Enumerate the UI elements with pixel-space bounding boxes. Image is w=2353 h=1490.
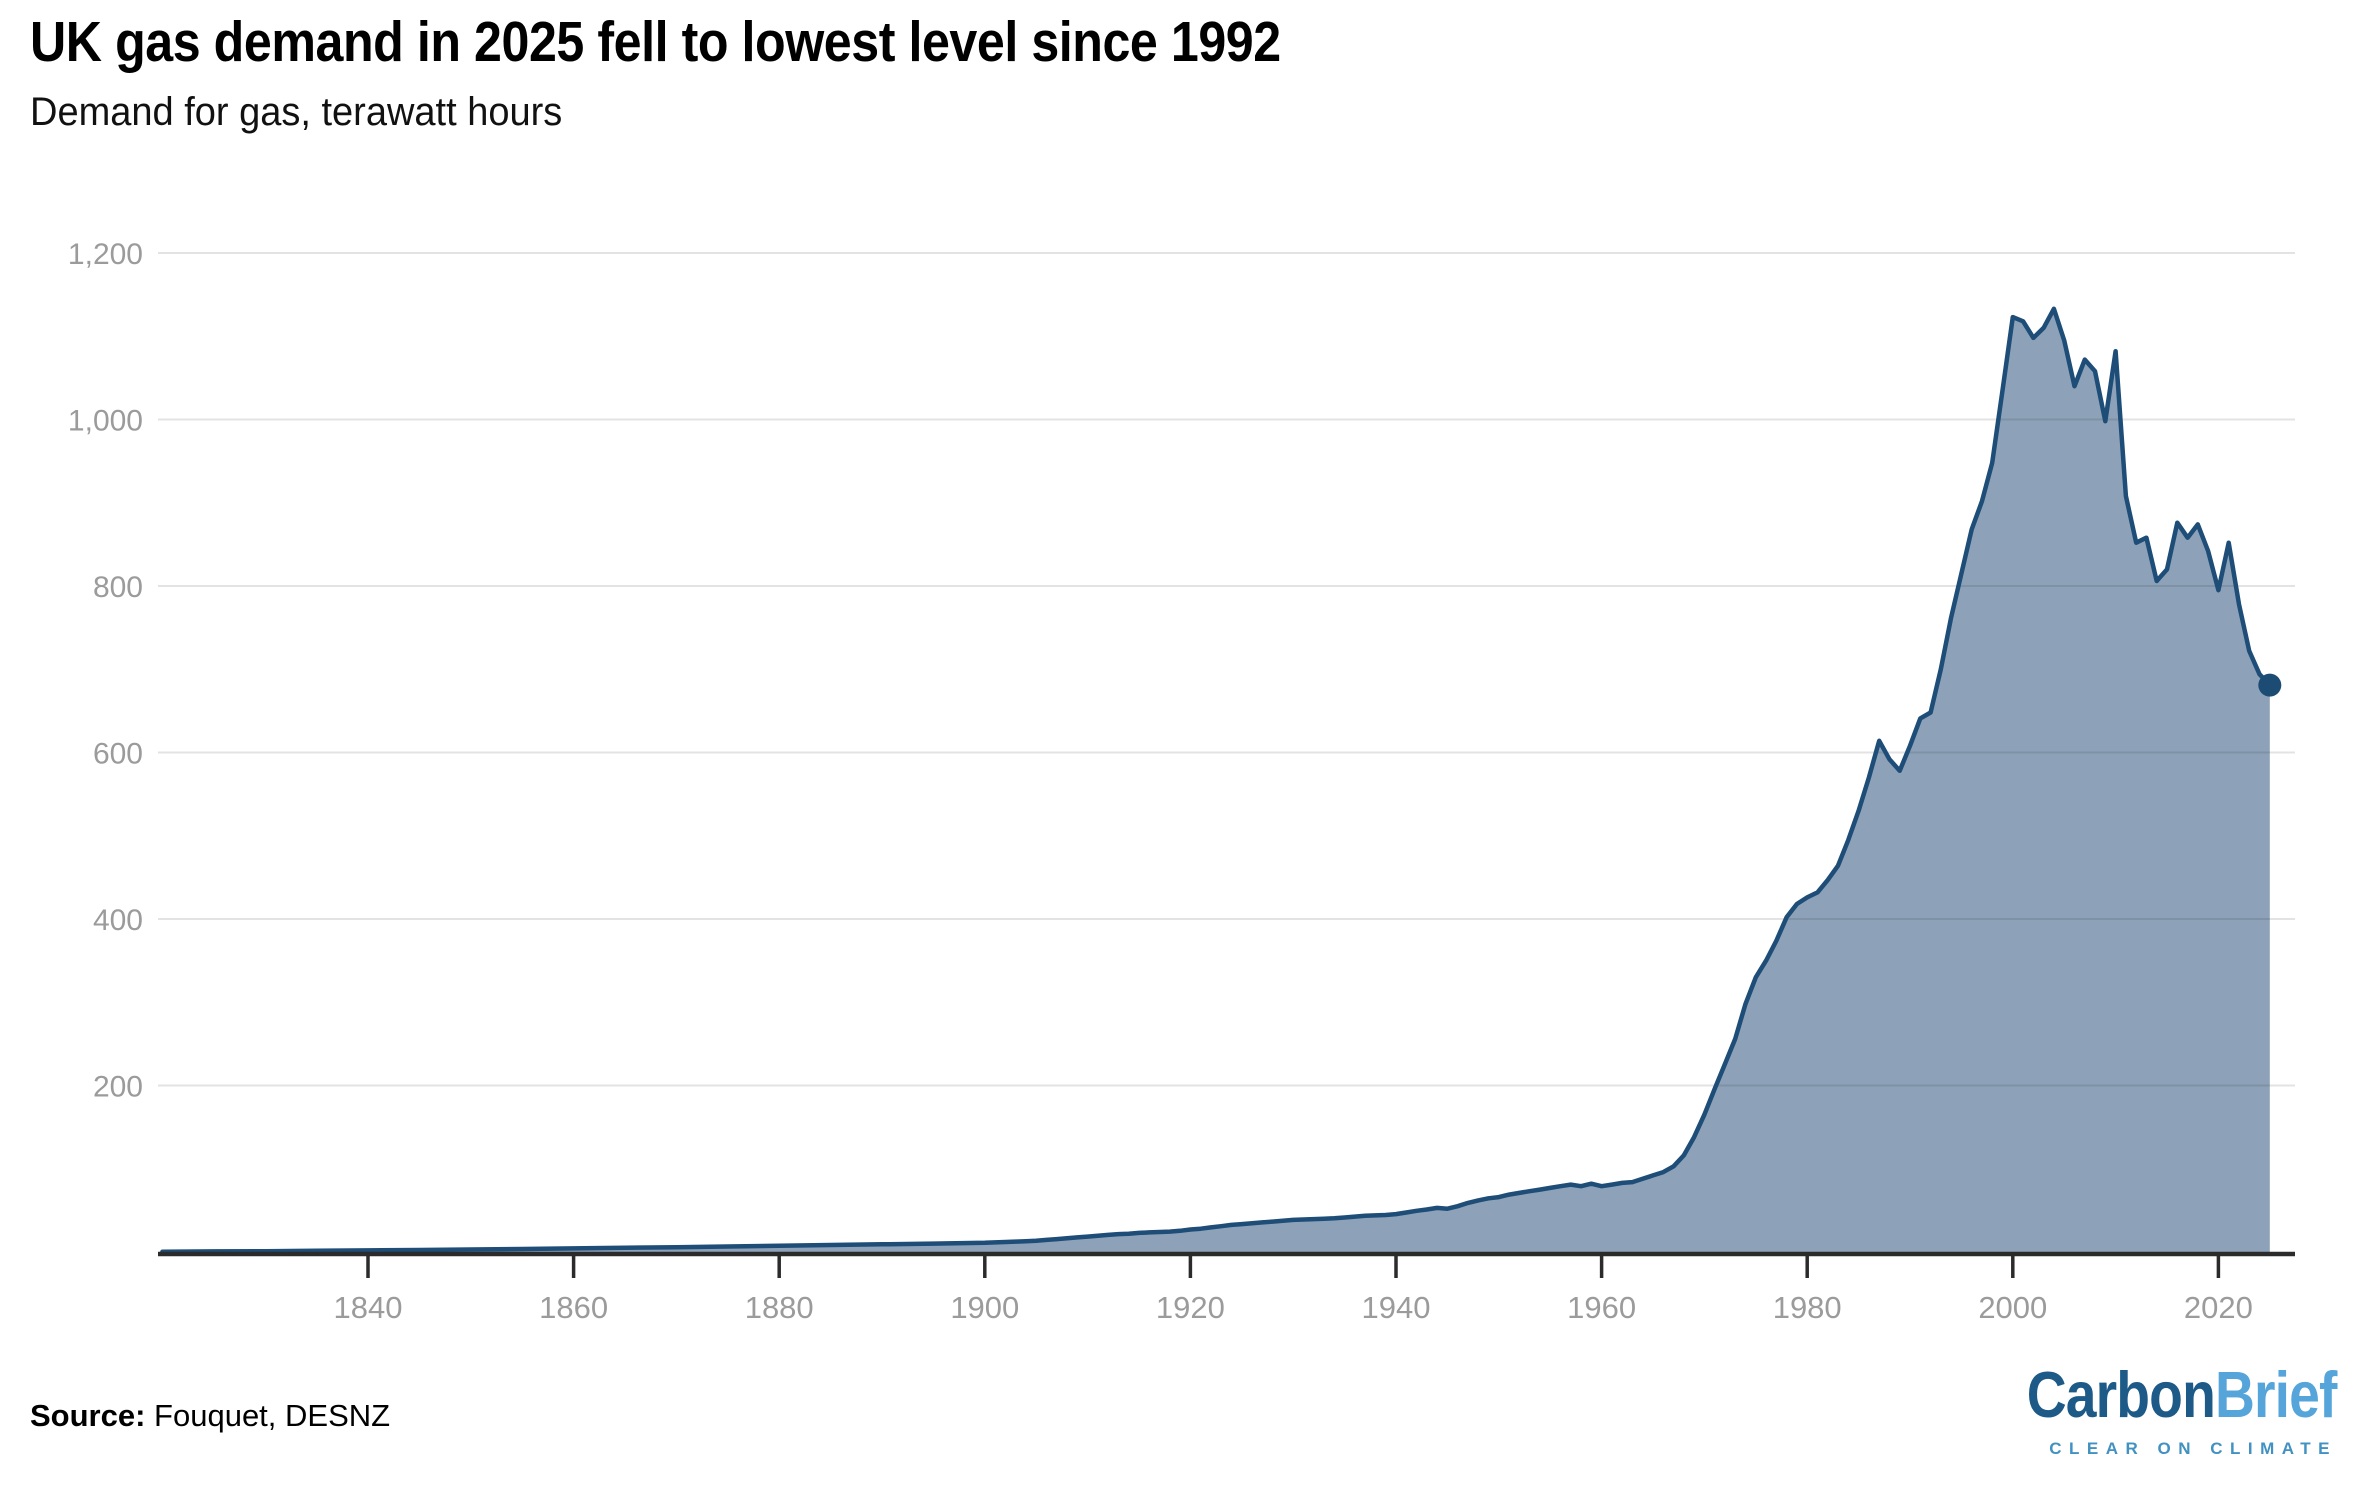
source-text: Fouquet, DESNZ <box>154 1398 391 1433</box>
x-tick-label-2020: 2020 <box>2184 1290 2253 1325</box>
y-tick-label-200: 200 <box>93 1071 143 1104</box>
wordmark-brief: Brief <box>2215 1358 2337 1431</box>
x-tick-label-1940: 1940 <box>1362 1290 1431 1325</box>
x-tick-label-1900: 1900 <box>950 1290 1019 1325</box>
logo-tagline: CLEAR ON CLIMATE <box>2049 1439 2337 1458</box>
carbonbrief-wordmark: CarbonBrief <box>2027 1362 2338 1427</box>
x-tick-label-1840: 1840 <box>334 1290 403 1325</box>
y-tick-label-1200: 1,200 <box>68 238 143 271</box>
wordmark-carbon: Carbon <box>2027 1358 2216 1431</box>
x-tick-label-1860: 1860 <box>539 1290 608 1325</box>
chart-subtitle: Demand for gas, terawatt hours <box>30 89 563 134</box>
x-tick-label-1880: 1880 <box>745 1290 814 1325</box>
x-tick-label-1920: 1920 <box>1156 1290 1225 1325</box>
area-fill <box>162 308 2270 1252</box>
y-tick-label-1000: 1,000 <box>68 405 143 438</box>
x-tick-label-2000: 2000 <box>1978 1290 2047 1325</box>
page-title: UK gas demand in 2025 fell to lowest lev… <box>30 10 1281 74</box>
y-tick-label-400: 400 <box>93 904 143 937</box>
y-tick-label-800: 800 <box>93 571 143 604</box>
source-label: Source: <box>30 1398 146 1433</box>
carbonbrief-logo: CarbonBrief CLEAR ON CLIMATE <box>1972 1362 2338 1459</box>
x-tick-label-1960: 1960 <box>1567 1290 1636 1325</box>
x-tick-label-1980: 1980 <box>1773 1290 1842 1325</box>
end-point-dot <box>2258 673 2282 697</box>
source-note: Source: Fouquet, DESNZ <box>30 1398 390 1434</box>
y-tick-label-600: 600 <box>93 738 143 771</box>
series-line <box>160 306 2273 1254</box>
chart-header: UK gas demand in 2025 fell to lowest lev… <box>30 10 1451 135</box>
